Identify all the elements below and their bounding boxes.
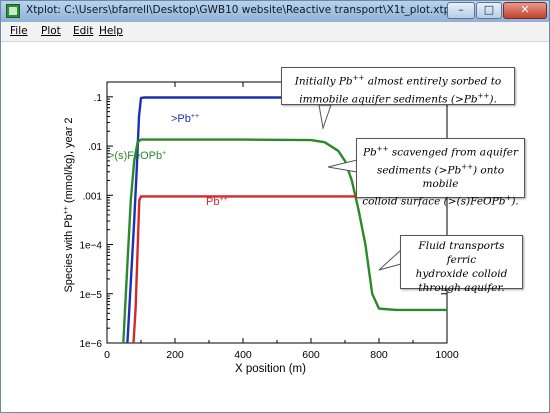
y-axis-label-a: Species with Pb: [63, 214, 75, 292]
xtplot-app-icon: [6, 4, 20, 18]
series-label-pb-sorbed-b: ++: [191, 113, 199, 120]
x-tick-label: 200: [166, 349, 184, 361]
menu-help[interactable]: Help: [99, 25, 123, 37]
c2-h: +: [505, 194, 512, 202]
c2-g: colloid surface (>(s)FeOPb: [362, 195, 506, 208]
callout-1-pointer: [318, 104, 332, 130]
menu-plot[interactable]: Plot: [41, 25, 61, 37]
series-label-pb-a: Pb: [206, 196, 219, 208]
y-tick-label: 1e−6: [79, 339, 102, 350]
series-label-pb: Pb++: [206, 196, 228, 208]
c1-a: Initially Pb: [294, 75, 353, 88]
maximize-button[interactable]: □: [476, 2, 502, 19]
menu-help-label: Help: [99, 25, 123, 37]
c2-c: scavenged from aquifer: [388, 146, 519, 159]
c2-b: ++: [376, 145, 389, 153]
callout-scavenged: Pb++ scavenged from aquifer sediments (>P…: [356, 138, 525, 208]
y-tick-label: 1e−4: [79, 241, 102, 252]
menu-file[interactable]: File: [10, 25, 28, 37]
y-tick-label: 1e−5: [79, 290, 102, 301]
x-axis-label: X position (m): [235, 363, 306, 375]
title-bar[interactable]: Xtplot: C:\Users\bfarrell\Desktop\GWB10 …: [1, 1, 549, 22]
c1-e: ++: [477, 91, 490, 100]
menu-edit[interactable]: Edit: [73, 25, 93, 37]
c1-b: ++: [352, 74, 365, 82]
x-tick-label: 1000: [435, 349, 459, 361]
menu-edit-label: Edit: [73, 25, 94, 37]
c2-e: ++: [461, 162, 473, 171]
y-axis-label-c: (mmol/kg), year 2: [63, 117, 75, 206]
x-tick-label: 600: [302, 349, 320, 361]
x-tick-label: 0: [104, 349, 110, 361]
c3-a: Fluid transports ferric: [418, 240, 505, 266]
callout-transport: Fluid transports ferric hydroxide colloid…: [400, 235, 523, 294]
menu-bar: File Plot Edit Help: [1, 22, 549, 42]
y-tick-label: .01: [88, 142, 102, 153]
c1-d: immobile aquifer sediments (>Pb: [299, 93, 478, 105]
y-axis-label: Species with Pb++ (mmol/kg), year 2: [63, 117, 75, 292]
c2-d: sediments (>Pb: [376, 164, 462, 176]
close-button[interactable]: ✕: [503, 2, 547, 19]
c2-a: Pb: [362, 146, 377, 159]
c3-b: hydroxide colloid: [415, 268, 508, 280]
c2-i: ).: [511, 195, 519, 208]
series-label-pb-sorbed-a: >Pb: [171, 113, 191, 125]
menu-file-label: File: [10, 25, 28, 37]
minimize-button[interactable]: –: [447, 2, 475, 19]
plot-area: 0 200 400 600 800 1000 1e−6 1e−5 1e−4 .001 .01 .1 X…: [63, 81, 459, 375]
menu-plot-label: Plot: [41, 25, 61, 37]
callout-initial-sorption: Initially Pb++ almost entirely sorbed to…: [281, 67, 515, 105]
series-pb-line: [132, 195, 447, 344]
y-tick-label: .001: [83, 191, 103, 202]
series-label-feopb-a: >(s)FeOPb: [108, 150, 162, 162]
x-tick-label: 400: [234, 349, 252, 361]
y-axis-label-b: ++: [63, 206, 70, 214]
c3-c: through aquifer.: [418, 282, 505, 294]
y-tick-label: .1: [94, 93, 103, 104]
window-title: Xtplot: C:\Users\bfarrell\Desktop\GWB10 …: [26, 4, 494, 16]
c2-f: ) onto mobile: [422, 164, 505, 190]
series-label-pb-sorbed: >Pb++: [171, 113, 199, 125]
series-feopb-line: [122, 138, 447, 344]
x-tick-label: 800: [370, 349, 388, 361]
series-label-feopb-b: +: [162, 150, 166, 157]
c1-f: ).: [489, 93, 497, 105]
plot-frame: [106, 81, 448, 344]
series-label-feopb: >(s)FeOPb+: [108, 150, 166, 162]
c1-c: almost entirely sorbed to: [364, 75, 502, 88]
series-label-pb-b: ++: [219, 196, 227, 203]
